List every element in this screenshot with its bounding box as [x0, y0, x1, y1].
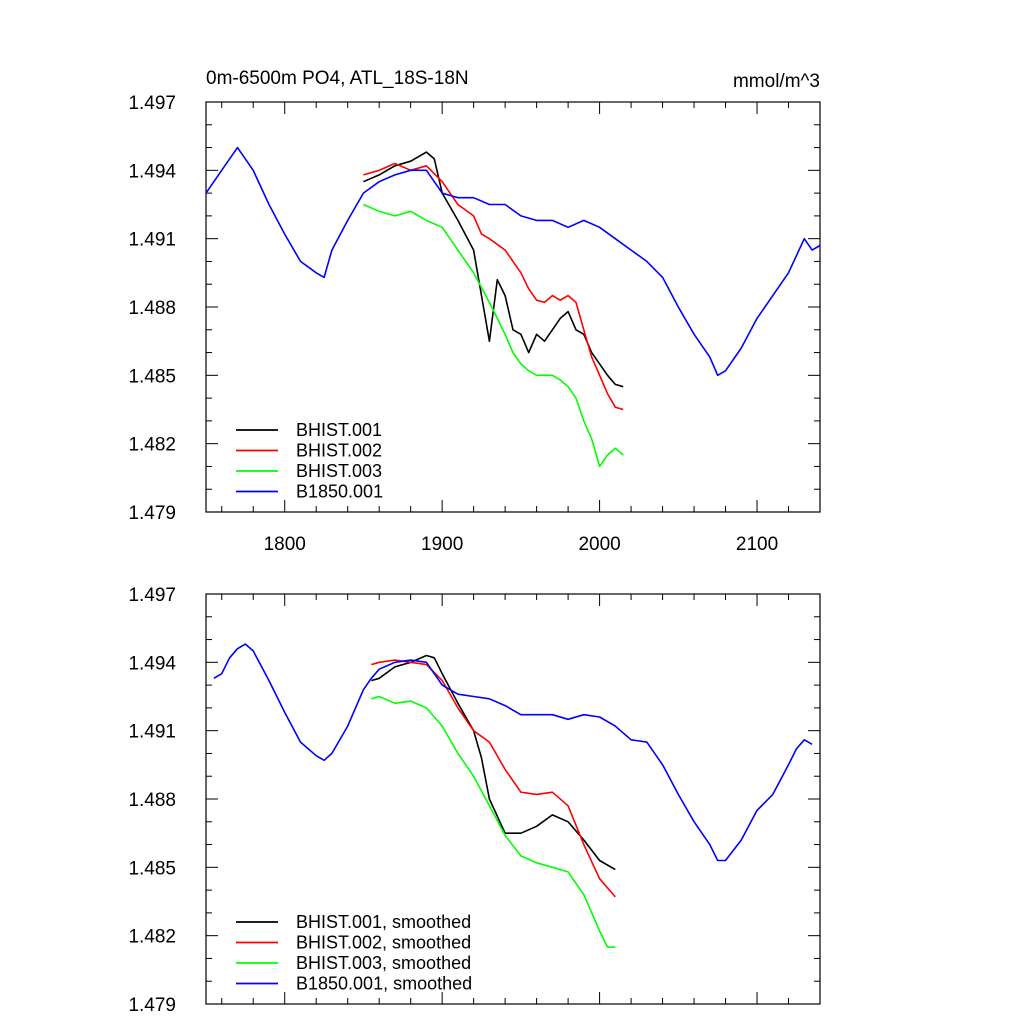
top-panel: 1800 1900 2000 2100 1.479 1.482 1.485 1.488 1.49… — [128, 93, 821, 555]
units-label: mmol/m^3 — [733, 71, 820, 92]
x-tick-label: 2000 — [578, 534, 620, 555]
y-tick-label: 1.488 — [128, 298, 176, 319]
series-line-1 — [371, 659, 616, 898]
series-line-2 — [371, 695, 616, 948]
y-tick-label: 1.482 — [128, 435, 176, 456]
y-tick-label: 1.482 — [128, 927, 176, 948]
legend-label: BHIST.003 — [296, 461, 382, 481]
y-tick-label: 1.494 — [128, 653, 176, 674]
y-tick-label: 1.491 — [128, 722, 176, 743]
y-tick-label: 1.491 — [128, 230, 176, 251]
legend-label: BHIST.001 — [296, 420, 382, 440]
y-tick-label: 1.479 — [128, 503, 176, 524]
series-line-2 — [363, 203, 624, 468]
series-line-0 — [363, 151, 624, 388]
y-tick-label: 1.479 — [128, 995, 176, 1016]
y-tick-label: 1.485 — [128, 366, 176, 387]
y-tick-label: 1.488 — [128, 790, 176, 811]
x-tick-label: 2100 — [736, 534, 778, 555]
legend-label: B1850.001, smoothed — [296, 974, 472, 994]
y-tick-label: 1.494 — [128, 161, 176, 182]
y-tick-label: 1.485 — [128, 858, 176, 879]
chart-title: 0m-6500m PO4, ATL_18S-18N — [206, 68, 469, 89]
y-tick-label: 1.497 — [128, 93, 176, 114]
series-line-0 — [371, 654, 616, 871]
legend-label: BHIST.002 — [296, 441, 382, 461]
bottom-panel: 1.479 1.482 1.485 1.488 1.491 1.494 1.497 BHIST… — [128, 585, 821, 1016]
y-tick-label: 1.497 — [128, 585, 176, 606]
series-line-3 — [213, 643, 813, 862]
x-tick-label: 1900 — [421, 534, 463, 555]
series-line-1 — [363, 162, 624, 411]
legend-label: B1850.001 — [296, 482, 383, 502]
x-tick-label: 1800 — [264, 534, 306, 555]
legend-label: BHIST.002, smoothed — [296, 933, 471, 953]
legend-label: BHIST.003, smoothed — [296, 953, 471, 973]
legend-label: BHIST.001, smoothed — [296, 912, 471, 932]
series-line-3 — [205, 146, 821, 377]
